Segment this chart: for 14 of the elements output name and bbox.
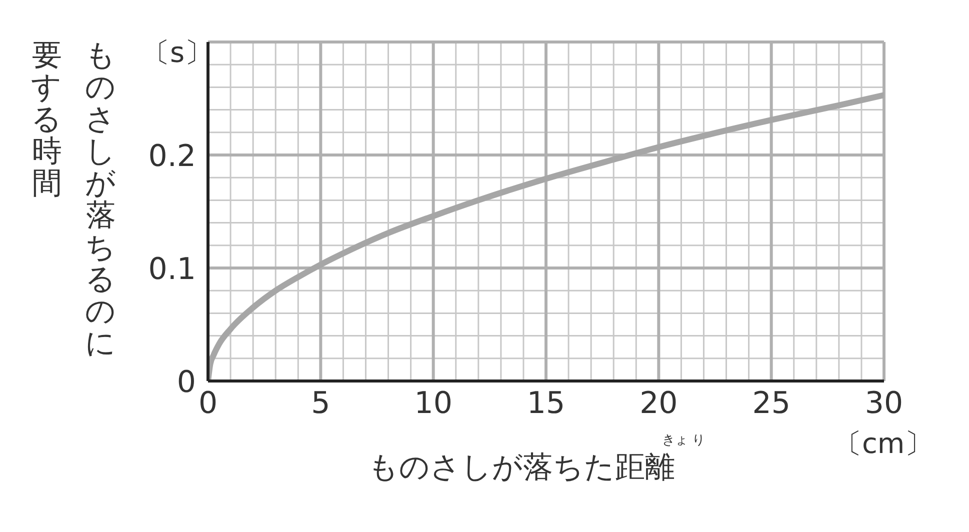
x-tick-label: 25 <box>752 386 790 421</box>
y-tick-label: 0.1 <box>148 252 196 287</box>
x-axis-title: ものさしが落ちた距離 <box>368 449 675 487</box>
text: きょ り <box>662 432 706 449</box>
x-tick-label: 0 <box>198 386 218 421</box>
x-tick-label: 5 <box>311 386 330 421</box>
x-tick-label: 30 <box>864 386 904 421</box>
x-tick-label: 20 <box>640 386 678 421</box>
y-tick-label: 0.2 <box>148 139 196 174</box>
x-tick-label: 15 <box>526 386 566 421</box>
text: ものさしが落ちるのに要する時間 <box>31 38 116 361</box>
text: 〔cm〕 <box>834 426 933 462</box>
annotation: 〔s〕 <box>142 35 213 71</box>
x-tick-label: 10 <box>414 386 452 421</box>
